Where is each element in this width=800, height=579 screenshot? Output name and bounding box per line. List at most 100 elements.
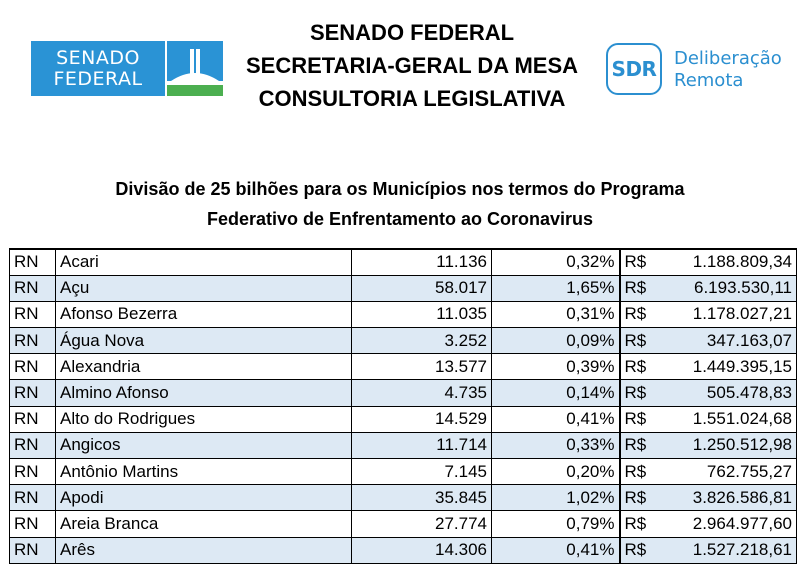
percentage-cell: 0,41% bbox=[491, 536, 621, 564]
percentage-cell: 0,39% bbox=[491, 353, 621, 381]
percentage-cell: 0,14% bbox=[491, 379, 621, 407]
percentage-cell: 1,02% bbox=[491, 484, 621, 512]
amount-cell: 1.551.024,68 bbox=[659, 405, 797, 433]
amount-cell: 6.193.530,11 bbox=[659, 274, 797, 302]
subtitle-line-2: Federativo de Enfrentamento ao Coronavir… bbox=[206, 209, 594, 229]
municipalities-table: RN Acari 11.136 0,32% R$ 1.188.809,34 RN Açu 58.… bbox=[9, 247, 797, 564]
state-cell: RN bbox=[9, 457, 56, 486]
population-cell: 13.577 bbox=[351, 353, 492, 381]
table-row: RN Açu 58.017 1,65% R$ 6.193.530,11 bbox=[9, 274, 797, 302]
currency-cell: R$ bbox=[619, 536, 660, 564]
percentage-cell: 0,41% bbox=[491, 405, 621, 433]
population-cell: 11.136 bbox=[351, 247, 492, 276]
table-row: RN Almino Afonso 4.735 0,14% R$ 505.478,83 bbox=[9, 379, 797, 407]
state-cell: RN bbox=[9, 327, 56, 355]
sdr-logo: SDR bbox=[606, 43, 662, 95]
currency-cell: R$ bbox=[619, 431, 660, 460]
percentage-cell: 0,33% bbox=[491, 431, 621, 460]
sdr-text-line-1: Deliberação bbox=[674, 48, 782, 69]
state-cell: RN bbox=[9, 353, 56, 381]
table-row: RN Angicos 11.714 0,33% R$ 1.250.512,98 bbox=[9, 431, 797, 460]
municipality-cell: Alexandria bbox=[55, 353, 352, 381]
population-cell: 11.714 bbox=[351, 431, 492, 460]
population-cell: 58.017 bbox=[351, 274, 492, 302]
table-row: RN Água Nova 3.252 0,09% R$ 347.163,07 bbox=[9, 327, 797, 355]
currency-cell: R$ bbox=[619, 457, 660, 486]
state-cell: RN bbox=[9, 274, 56, 302]
percentage-cell: 0,79% bbox=[491, 510, 621, 538]
percentage-cell: 0,32% bbox=[491, 247, 621, 276]
table-row: RN Areia Branca 27.774 0,79% R$ 2.964.977,60 bbox=[9, 510, 797, 538]
currency-cell: R$ bbox=[619, 300, 660, 329]
table-row: RN Acari 11.136 0,32% R$ 1.188.809,34 bbox=[9, 247, 797, 276]
population-cell: 7.145 bbox=[351, 457, 492, 486]
municipality-cell: Água Nova bbox=[55, 327, 352, 355]
senado-logo-text: SENADO FEDERAL bbox=[31, 41, 165, 96]
title-line-secretaria: SECRETARIA-GERAL DA MESA bbox=[245, 53, 579, 78]
title-line-consultoria: CONSULTORIA LEGISLATIVA bbox=[258, 86, 566, 111]
table-row: RN Alexandria 13.577 0,39% R$ 1.449.395,15 bbox=[9, 353, 797, 381]
table-row: RN Antônio Martins 7.145 0,20% R$ 762.755,27 bbox=[9, 457, 797, 486]
currency-cell: R$ bbox=[619, 484, 660, 512]
municipality-cell: Acari bbox=[55, 247, 352, 276]
municipality-cell: Alto do Rodrigues bbox=[55, 405, 352, 433]
state-cell: RN bbox=[9, 379, 56, 407]
amount-cell: 347.163,07 bbox=[659, 327, 797, 355]
state-cell: RN bbox=[9, 536, 56, 564]
currency-cell: R$ bbox=[619, 510, 660, 538]
population-cell: 14.306 bbox=[351, 536, 492, 564]
sdr-logo-text: Deliberação Remota bbox=[674, 48, 782, 92]
amount-cell: 505.478,83 bbox=[659, 379, 797, 407]
percentage-cell: 0,31% bbox=[491, 300, 621, 329]
state-cell: RN bbox=[9, 405, 56, 433]
senado-federal-logo: SENADO FEDERAL bbox=[31, 41, 223, 96]
congress-building-icon bbox=[165, 41, 223, 96]
state-cell: RN bbox=[9, 510, 56, 538]
currency-cell: R$ bbox=[619, 274, 660, 302]
amount-cell: 1.449.395,15 bbox=[659, 353, 797, 381]
subtitle-line-1: Divisão de 25 bilhões para os Municípios… bbox=[115, 179, 685, 199]
amount-cell: 3.826.586,81 bbox=[659, 484, 797, 512]
table-row: RN Arês 14.306 0,41% R$ 1.527.218,61 bbox=[9, 536, 797, 564]
state-cell: RN bbox=[9, 247, 56, 276]
amount-cell: 762.755,27 bbox=[659, 457, 797, 486]
municipality-cell: Arês bbox=[55, 536, 352, 564]
population-cell: 4.735 bbox=[351, 379, 492, 407]
logo-line-1: SENADO bbox=[56, 46, 140, 69]
amount-cell: 1.527.218,61 bbox=[659, 536, 797, 564]
state-cell: RN bbox=[9, 300, 56, 329]
state-cell: RN bbox=[9, 431, 56, 460]
currency-cell: R$ bbox=[619, 247, 660, 276]
percentage-cell: 1,65% bbox=[491, 274, 621, 302]
municipality-cell: Apodi bbox=[55, 484, 352, 512]
percentage-cell: 0,09% bbox=[491, 327, 621, 355]
currency-cell: R$ bbox=[619, 405, 660, 433]
sdr-text-line-2: Remota bbox=[674, 70, 744, 91]
amount-cell: 2.964.977,60 bbox=[659, 510, 797, 538]
document-subtitle: Divisão de 25 bilhões para os Municípios… bbox=[60, 174, 740, 234]
municipality-cell: Antônio Martins bbox=[55, 457, 352, 486]
table-row: RN Apodi 35.845 1,02% R$ 3.826.586,81 bbox=[9, 484, 797, 512]
currency-cell: R$ bbox=[619, 327, 660, 355]
population-cell: 11.035 bbox=[351, 300, 492, 329]
population-cell: 14.529 bbox=[351, 405, 492, 433]
amount-cell: 1.250.512,98 bbox=[659, 431, 797, 460]
municipality-cell: Angicos bbox=[55, 431, 352, 460]
state-cell: RN bbox=[9, 484, 56, 512]
currency-cell: R$ bbox=[619, 379, 660, 407]
header-title: SENADO FEDERAL SECRETARIA-GERAL DA MESA … bbox=[232, 16, 592, 115]
table-row: RN Afonso Bezerra 11.035 0,31% R$ 1.178.027,2… bbox=[9, 300, 797, 329]
amount-cell: 1.188.809,34 bbox=[659, 247, 797, 276]
population-cell: 27.774 bbox=[351, 510, 492, 538]
logo-line-2: FEDERAL bbox=[53, 67, 143, 90]
population-cell: 3.252 bbox=[351, 327, 492, 355]
percentage-cell: 0,20% bbox=[491, 457, 621, 486]
municipality-cell: Areia Branca bbox=[55, 510, 352, 538]
table-row: RN Alto do Rodrigues 14.529 0,41% R$ 1.551.02… bbox=[9, 405, 797, 433]
municipality-cell: Almino Afonso bbox=[55, 379, 352, 407]
title-line-senado: SENADO FEDERAL bbox=[309, 20, 515, 45]
currency-cell: R$ bbox=[619, 353, 660, 381]
amount-cell: 1.178.027,21 bbox=[659, 300, 797, 329]
municipality-cell: Açu bbox=[55, 274, 352, 302]
municipality-cell: Afonso Bezerra bbox=[55, 300, 352, 329]
